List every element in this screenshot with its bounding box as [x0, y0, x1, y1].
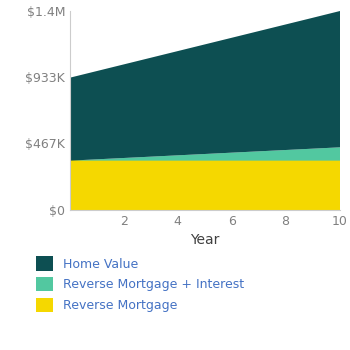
X-axis label: Year: Year [190, 233, 219, 247]
Legend: Home Value, Reverse Mortgage + Interest, Reverse Mortgage: Home Value, Reverse Mortgage + Interest,… [36, 256, 244, 312]
